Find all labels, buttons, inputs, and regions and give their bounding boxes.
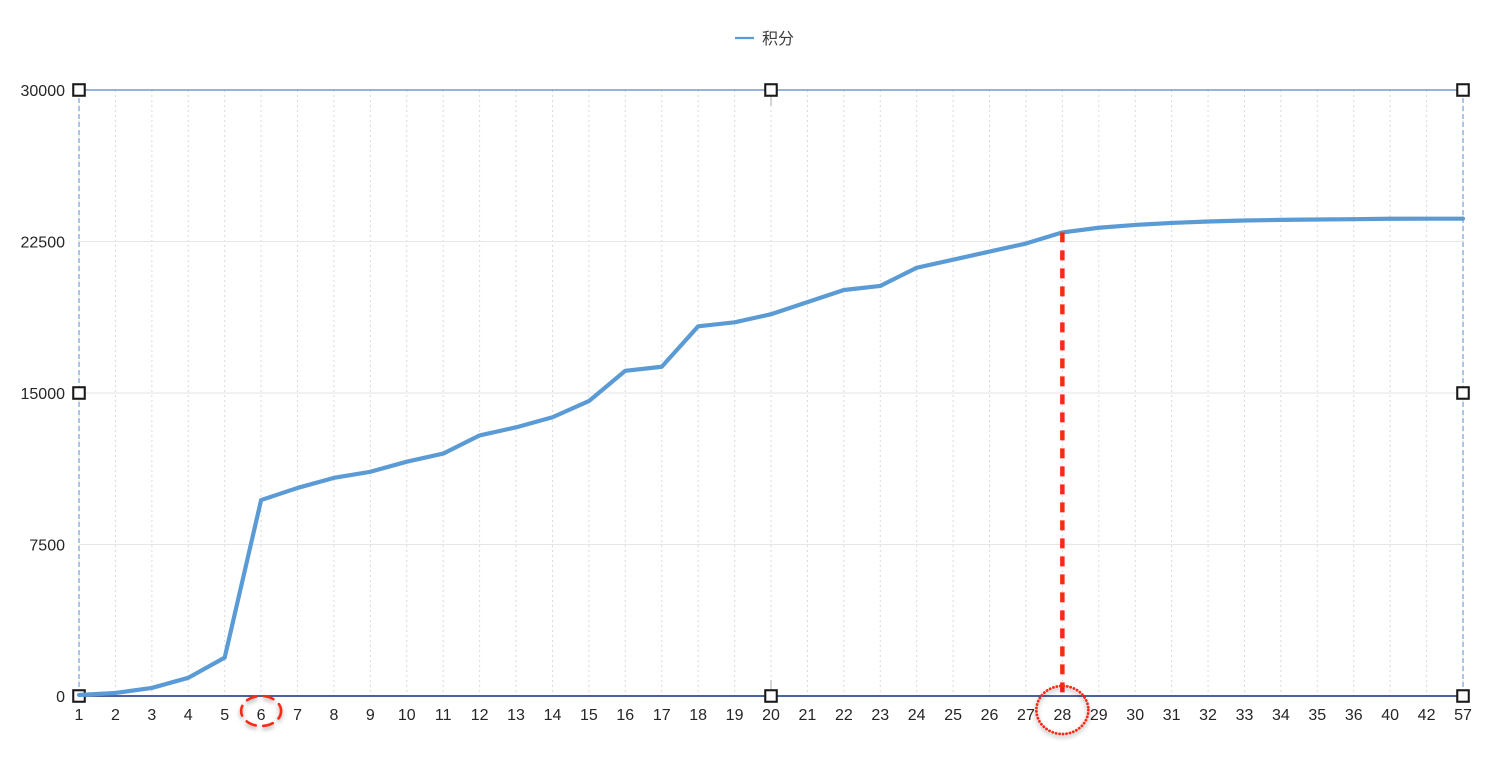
svg-text:0: 0 <box>56 689 65 706</box>
svg-text:10: 10 <box>398 707 416 724</box>
svg-text:11: 11 <box>435 707 452 724</box>
svg-text:31: 31 <box>1163 707 1181 724</box>
svg-text:29: 29 <box>1090 707 1108 724</box>
svg-text:28: 28 <box>1053 707 1071 724</box>
svg-text:33: 33 <box>1236 707 1254 724</box>
svg-text:6: 6 <box>257 707 266 724</box>
svg-text:15000: 15000 <box>21 386 66 403</box>
svg-text:22500: 22500 <box>21 235 66 252</box>
svg-text:15: 15 <box>580 707 598 724</box>
svg-text:25: 25 <box>944 707 962 724</box>
svg-text:32: 32 <box>1199 707 1217 724</box>
svg-text:21: 21 <box>799 707 817 724</box>
svg-text:5: 5 <box>220 707 229 724</box>
svg-text:16: 16 <box>616 707 634 724</box>
svg-text:13: 13 <box>507 707 525 724</box>
svg-text:23: 23 <box>871 707 889 724</box>
svg-text:3: 3 <box>147 707 156 724</box>
svg-text:26: 26 <box>981 707 999 724</box>
svg-text:22: 22 <box>835 707 853 724</box>
svg-text:30000: 30000 <box>21 83 66 100</box>
svg-text:18: 18 <box>689 707 707 724</box>
svg-text:14: 14 <box>544 707 562 724</box>
svg-text:35: 35 <box>1308 707 1326 724</box>
svg-text:42: 42 <box>1418 707 1436 724</box>
svg-text:4: 4 <box>184 707 193 724</box>
svg-text:24: 24 <box>908 707 926 724</box>
svg-text:27: 27 <box>1017 707 1035 724</box>
svg-text:12: 12 <box>471 707 489 724</box>
svg-text:30: 30 <box>1126 707 1144 724</box>
svg-text:57: 57 <box>1454 707 1472 724</box>
svg-text:2: 2 <box>111 707 120 724</box>
svg-text:1: 1 <box>75 707 84 724</box>
svg-text:20: 20 <box>762 707 780 724</box>
svg-text:34: 34 <box>1272 707 1290 724</box>
svg-text:40: 40 <box>1381 707 1399 724</box>
svg-text:8: 8 <box>329 707 338 724</box>
svg-text:19: 19 <box>726 707 744 724</box>
svg-text:7500: 7500 <box>29 538 65 555</box>
svg-text:36: 36 <box>1345 707 1363 724</box>
svg-text:7: 7 <box>293 707 302 724</box>
svg-text:积分: 积分 <box>762 30 794 48</box>
svg-text:17: 17 <box>653 707 671 724</box>
svg-text:9: 9 <box>366 707 375 724</box>
